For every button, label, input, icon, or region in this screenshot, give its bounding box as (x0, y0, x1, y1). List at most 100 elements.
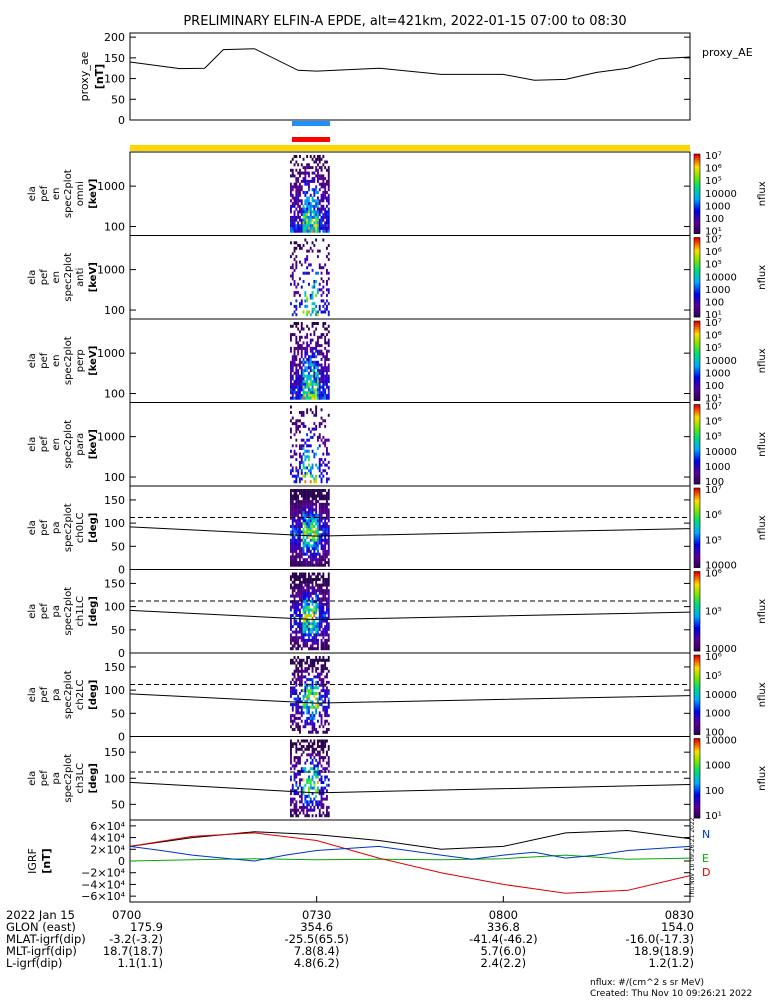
heatmap-cell (326, 299, 328, 303)
heatmap-cell (318, 683, 321, 687)
heatmap-cell (306, 625, 309, 629)
heatmap-cell (297, 519, 300, 523)
heatmap-cell (306, 204, 309, 208)
colorbar-tick-label: 10¹ (705, 811, 722, 822)
colorbar-segment (694, 223, 700, 226)
heatmap-cell (291, 358, 294, 361)
heatmap-cell (309, 502, 312, 506)
heatmap-cell (318, 675, 321, 679)
heatmap-cell (322, 502, 325, 506)
heatmap-cell (297, 291, 300, 295)
heatmap-cell (324, 210, 327, 214)
heatmap-cell (318, 229, 321, 233)
heatmap-cell (309, 213, 312, 217)
heatmap-cell (326, 616, 328, 620)
heatmap-cell (320, 600, 323, 604)
heatmap-cell (299, 619, 301, 623)
heatmap-cell (311, 753, 314, 757)
heatmap-cell (290, 388, 292, 392)
heatmap-cell (320, 271, 323, 275)
heatmap-cell (313, 377, 316, 381)
heatmap-cell (293, 686, 296, 690)
heatmap-cell (302, 371, 305, 375)
heatmap-cell (302, 360, 305, 364)
heatmap-cell (322, 469, 325, 473)
heatmap-cell (311, 608, 314, 612)
heatmap-cell (311, 572, 314, 576)
heatmap-cell (315, 224, 318, 228)
heatmap-cell (300, 491, 303, 495)
heatmap-cell (311, 589, 314, 593)
heatmap-cell (311, 745, 314, 748)
heatmap-cell (300, 580, 303, 584)
heatmap-cell (293, 480, 296, 484)
heatmap-cell (313, 756, 316, 760)
igrf-legend-N: N (702, 828, 710, 841)
heatmap-cell (306, 391, 309, 395)
heatmap-cell (304, 471, 307, 475)
heatmap-cell (304, 561, 307, 564)
heatmap-cell (308, 360, 310, 364)
heatmap-cell (295, 341, 298, 345)
heatmap-cell (299, 575, 301, 579)
heatmap-cell (297, 282, 300, 286)
heatmap-cell (291, 742, 294, 746)
heatmap-cell (315, 424, 318, 428)
heatmap-cell (313, 694, 316, 698)
heatmap-cell (311, 466, 314, 470)
heatmap-cell (290, 371, 292, 375)
colorbar-segment (694, 380, 700, 383)
heatmap-cell (318, 658, 321, 662)
heatmap-cell (304, 602, 307, 606)
heatmap-cell (300, 630, 303, 634)
heatmap-cell (320, 608, 323, 612)
igrf-units: [nT] (40, 848, 53, 873)
heatmap-cell (315, 463, 318, 467)
colorbar-tick-label: 10¹ (705, 227, 722, 238)
colorbar-segment (694, 732, 700, 735)
spectrogram-ylabel: [keV] (88, 262, 99, 292)
heatmap-cell (327, 572, 330, 576)
heatmap-cell (306, 800, 309, 804)
heatmap-cell (300, 513, 303, 517)
heatmap-cell (309, 480, 312, 484)
heatmap-cell (302, 369, 305, 373)
heatmap-cell (327, 271, 330, 275)
heatmap-cell (313, 692, 316, 695)
heatmap-cell (308, 204, 310, 208)
heatmap-cell (299, 489, 301, 492)
heatmap-cell (290, 377, 292, 381)
spectrogram-tick-label: 100 (104, 772, 125, 785)
heatmap-cell (293, 280, 296, 283)
colorbar-tick-label: 10⁷ (705, 485, 722, 496)
colorbar-segment (694, 378, 700, 381)
heatmap-cell (320, 210, 323, 214)
heatmap-cell (293, 491, 296, 495)
colorbar-segment (694, 579, 700, 582)
heatmap-cell (302, 444, 305, 448)
heatmap-cell (304, 177, 307, 181)
heatmap-cell (290, 369, 292, 373)
colorbar-segment (694, 617, 700, 620)
heatmap-cell (315, 555, 318, 559)
heatmap-cell (317, 753, 319, 757)
heatmap-cell (313, 647, 316, 651)
heatmap-cell (297, 697, 300, 701)
igrf-frame (129, 819, 691, 903)
heatmap-cell (291, 703, 294, 707)
heatmap-cell (291, 513, 294, 517)
heatmap-cell (291, 575, 294, 579)
heatmap-cell (320, 591, 323, 595)
colorbar-tick-label: 10⁵ (705, 343, 722, 354)
colorbar-segment (694, 728, 700, 731)
heatmap-cell (317, 396, 319, 400)
proxy-ae-units: [nT] (93, 64, 106, 89)
heatmap-cell (306, 196, 309, 200)
heatmap-cell (320, 742, 323, 746)
heatmap-cell (313, 781, 316, 784)
heatmap-cell (308, 366, 310, 370)
heatmap-cell (322, 324, 325, 328)
heatmap-cell (290, 525, 292, 528)
heatmap-cell (318, 586, 321, 590)
heatmap-cell (295, 182, 298, 186)
